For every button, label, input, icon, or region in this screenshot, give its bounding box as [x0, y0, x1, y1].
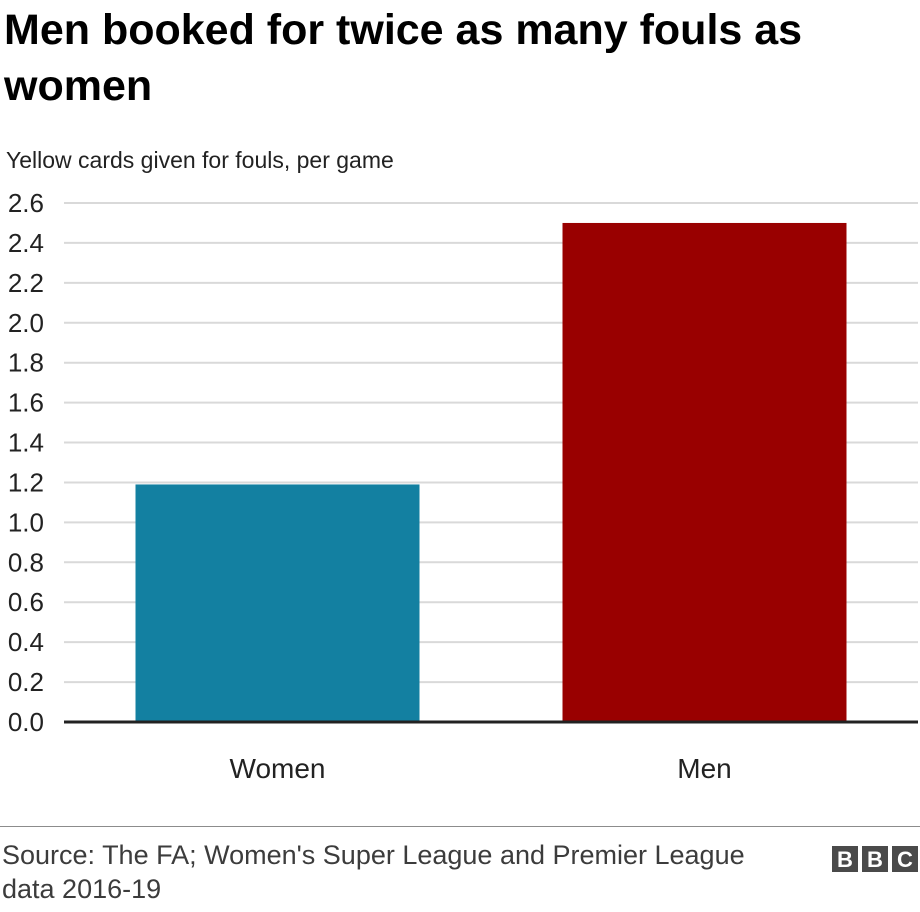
- y-axis-ticks: 0.0 0.2 0.4 0.6 0.8 1.0 1.2 1.4 1.6 1.8 2.0 2.2 2.4 2…: [8, 188, 44, 737]
- y-tick-label: 2.6: [8, 188, 44, 218]
- y-tick-label: 1.6: [8, 388, 44, 418]
- y-tick-label: 0.8: [8, 547, 44, 577]
- y-tick-label: 1.8: [8, 348, 44, 378]
- bar-chart: 0.0 0.2 0.4 0.6 0.8 1.0 1.2 1.4 1.6 1.8 2.0 2.2 2.4 2…: [8, 188, 918, 784]
- x-tick-label: Men: [677, 753, 731, 784]
- bar: [135, 484, 420, 722]
- bbc-logo: B B C: [832, 846, 918, 872]
- bars: [135, 222, 847, 722]
- y-tick-label: 1.0: [8, 507, 44, 537]
- y-tick-label: 2.2: [8, 268, 44, 298]
- chart-title: Men booked for twice as many fouls as wo…: [4, 6, 803, 110]
- y-tick-label: 1.2: [8, 467, 44, 497]
- logo-letter: C: [892, 846, 918, 872]
- y-tick-label: 0.2: [8, 667, 44, 697]
- y-tick-label: 0.0: [8, 707, 44, 737]
- y-tick-label: 0.6: [8, 587, 44, 617]
- x-tick-label: Women: [230, 753, 326, 784]
- x-axis-labels: Women Men: [230, 753, 732, 784]
- y-tick-label: 1.4: [8, 428, 44, 458]
- y-tick-label: 2.0: [8, 308, 44, 338]
- source-note: Source: The FA; Women's Super League and…: [2, 840, 745, 904]
- logo-letter: B: [832, 846, 858, 872]
- chart-subtitle: Yellow cards given for fouls, per game: [6, 147, 394, 173]
- y-tick-label: 2.4: [8, 228, 44, 258]
- logo-letter: B: [862, 846, 888, 872]
- footer-divider: [0, 826, 920, 827]
- bar: [562, 222, 847, 722]
- y-tick-label: 0.4: [8, 627, 44, 657]
